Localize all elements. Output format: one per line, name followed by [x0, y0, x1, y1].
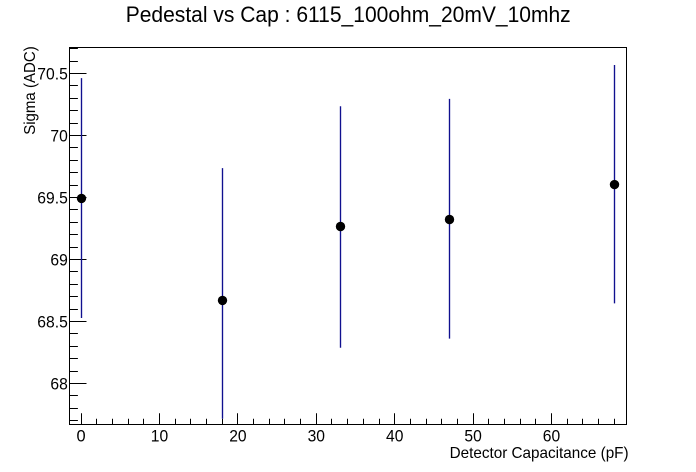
svg-text:40: 40	[386, 427, 403, 445]
svg-text:70.5: 70.5	[37, 66, 68, 84]
svg-text:0: 0	[77, 427, 86, 445]
svg-text:68.5: 68.5	[37, 314, 68, 332]
svg-text:68: 68	[50, 376, 67, 394]
svg-text:69: 69	[50, 252, 67, 270]
svg-text:Sigma (ADC): Sigma (ADC)	[22, 46, 39, 135]
svg-text:Pedestal vs Cap : 6115_100ohm_: Pedestal vs Cap : 6115_100ohm_20mV_10mhz	[126, 2, 571, 27]
svg-text:60: 60	[543, 427, 560, 445]
svg-text:69.5: 69.5	[37, 190, 68, 208]
svg-text:Detector Capacitance (pF): Detector Capacitance (pF)	[450, 445, 629, 462]
svg-text:50: 50	[464, 427, 481, 445]
svg-text:70: 70	[50, 128, 67, 146]
svg-text:20: 20	[229, 427, 246, 445]
svg-text:30: 30	[308, 427, 325, 445]
svg-text:10: 10	[151, 427, 168, 445]
